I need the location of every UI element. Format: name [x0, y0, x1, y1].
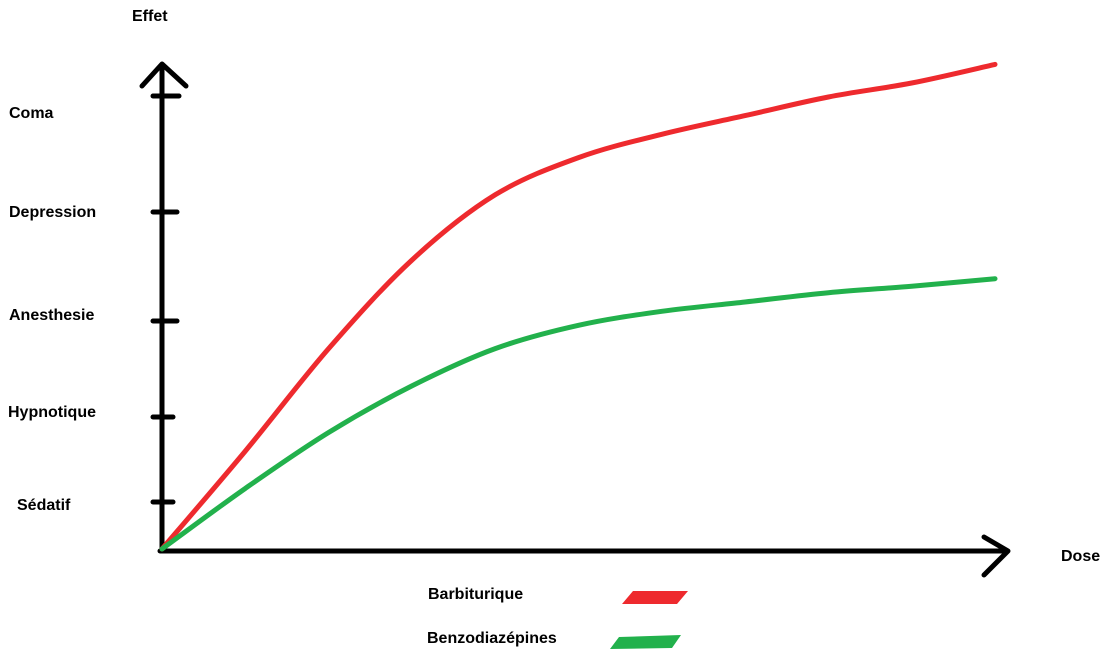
y-tick-label-depression: Depression [9, 204, 96, 221]
y-tick-label-hypnotique: Hypnotique [8, 404, 96, 421]
legend-swatch-barbiturique [622, 591, 688, 604]
axes [139, 61, 1011, 578]
series-line-barbiturique [159, 61, 998, 552]
y-ticks [150, 93, 182, 505]
y-axis-arrowhead [139, 61, 189, 89]
y-tick-label-sedatif: Sédatif [17, 497, 71, 514]
x-axis-arrowhead [981, 534, 1011, 578]
y-axis-label: Effet [132, 8, 168, 25]
legend: Barbiturique Benzodiazépines [427, 586, 688, 649]
y-tick-label-anesthesie: Anesthesie [9, 307, 94, 324]
y-tick-labels: Sédatif Hypnotique Anesthesie Depression… [8, 105, 96, 514]
legend-swatch-benzodiazepines [610, 635, 681, 649]
x-axis-label: Dose [1061, 548, 1100, 565]
legend-label-benzodiazepines: Benzodiazépines [427, 630, 557, 647]
y-tick-label-coma: Coma [9, 105, 54, 122]
series-line-benzodiazepines [159, 276, 998, 552]
legend-label-barbiturique: Barbiturique [428, 586, 523, 603]
series-lines [159, 61, 998, 552]
